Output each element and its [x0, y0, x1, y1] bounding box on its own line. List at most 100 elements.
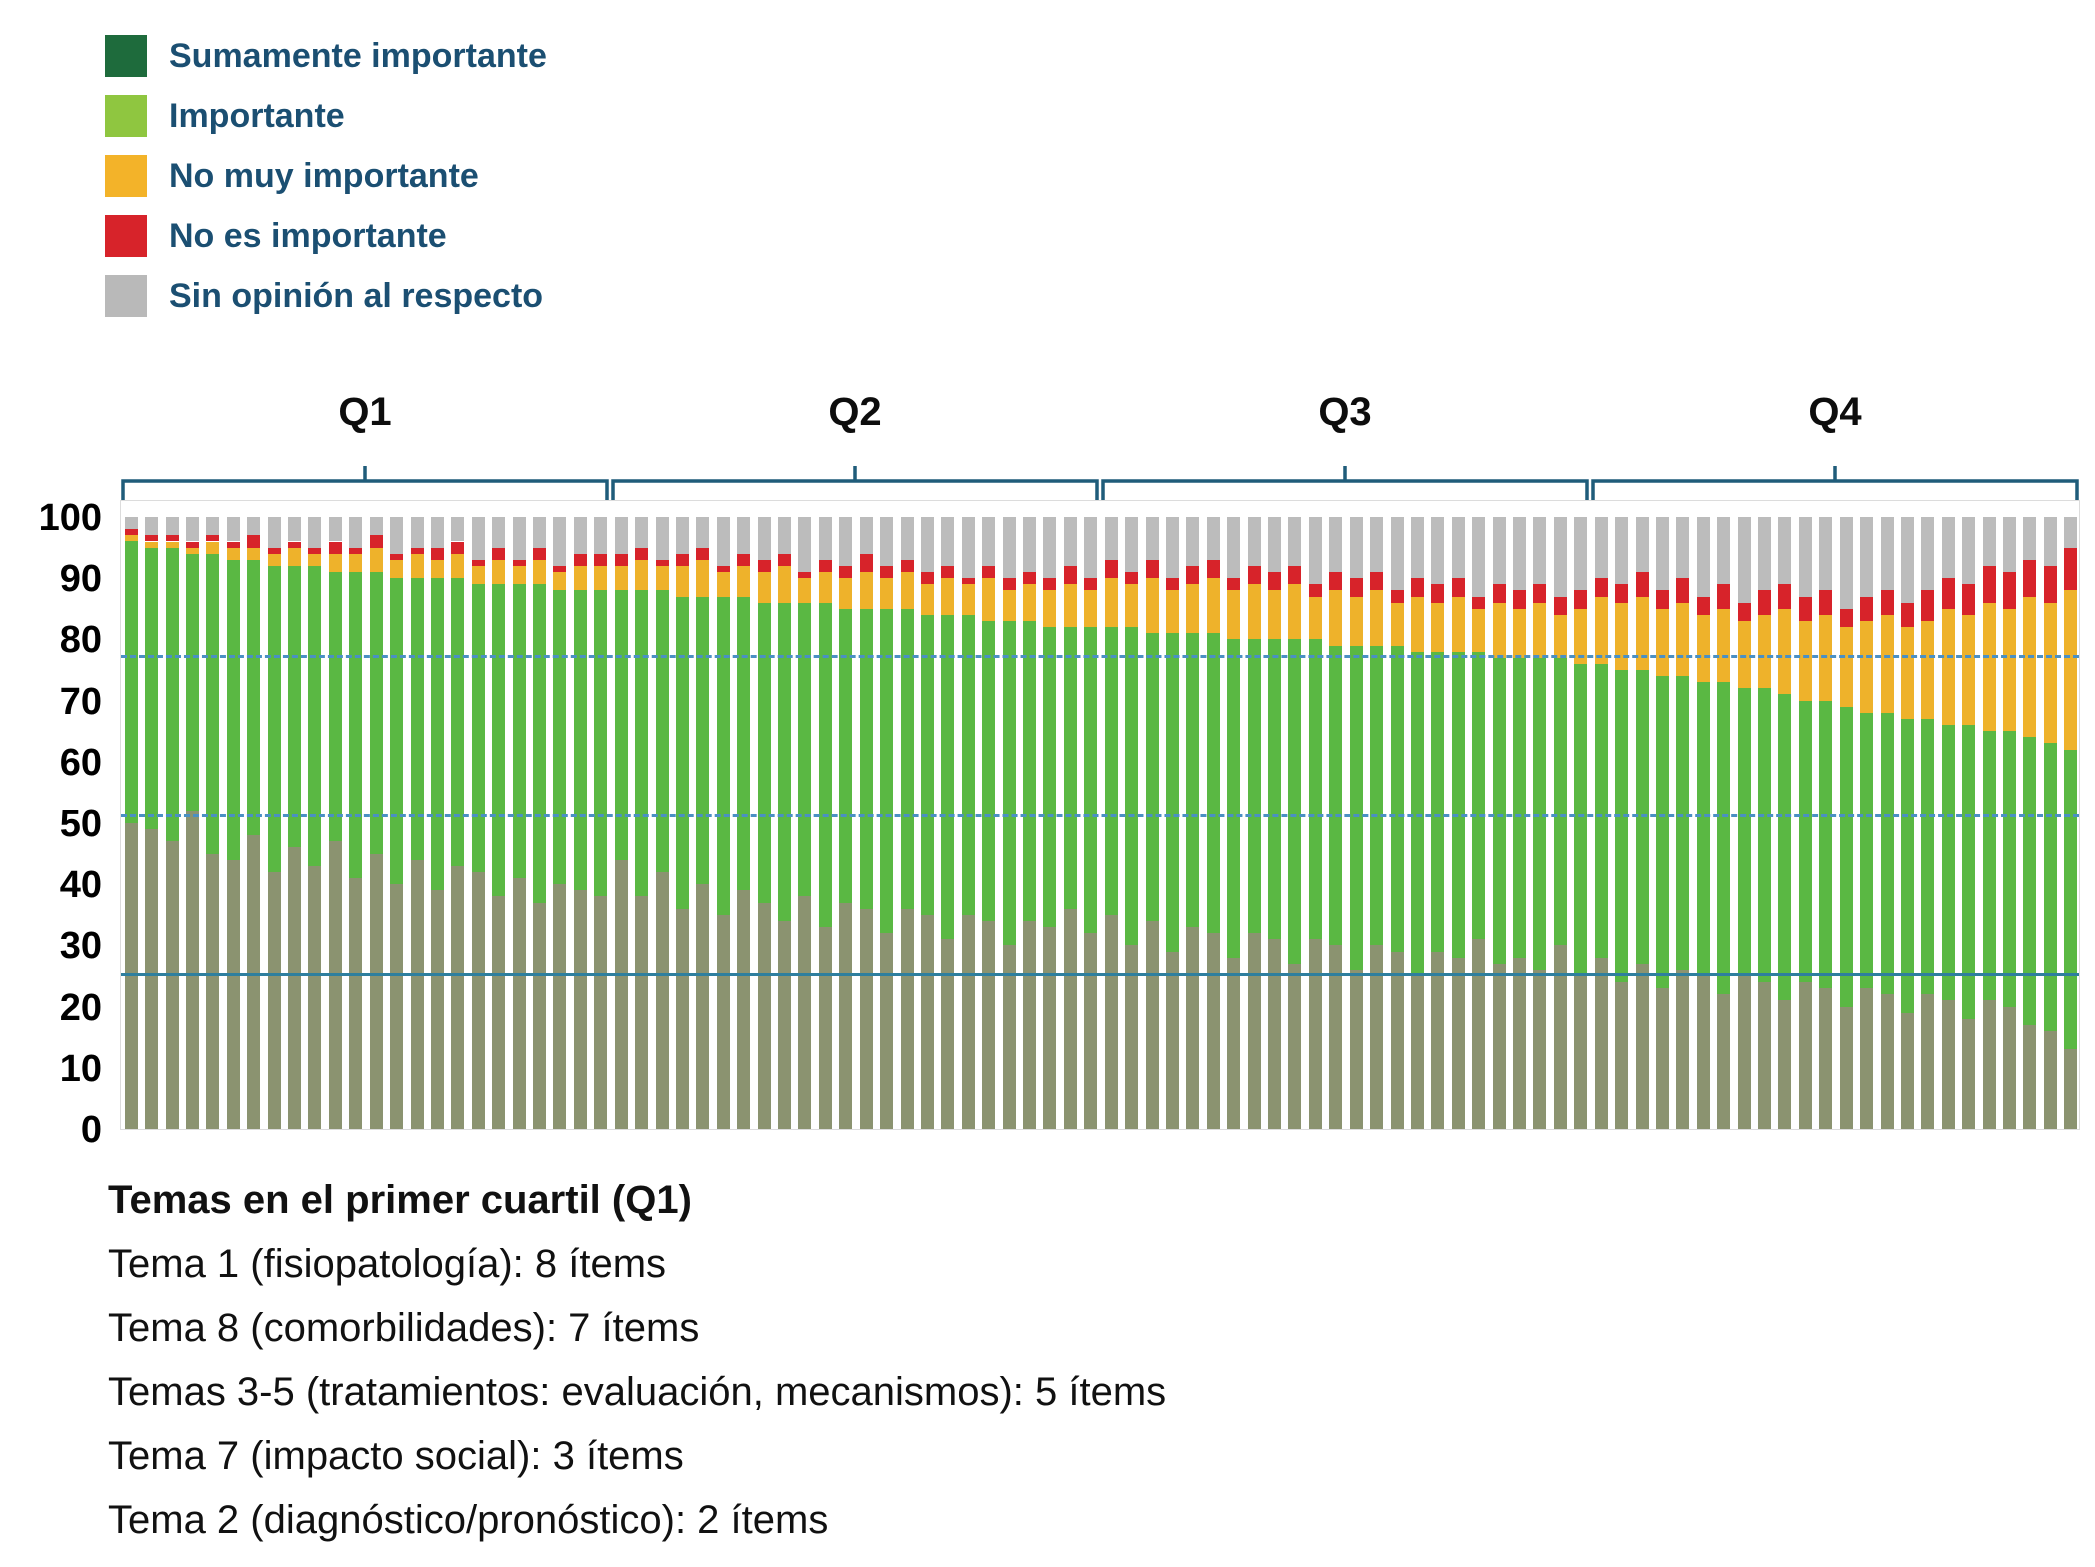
bar-segment-importante	[1635, 670, 1649, 964]
bar-segment-sin_opinion	[1635, 517, 1649, 573]
bar-segment-no_muy_importante	[410, 553, 424, 579]
bar-segment-sumamente_importante	[675, 908, 689, 1129]
bar-segment-sin_opinion	[696, 517, 710, 548]
bar-segment-sin_opinion	[1268, 517, 1282, 573]
bar-segment-importante	[206, 553, 220, 854]
bar-segment-no_muy_importante	[2003, 608, 2017, 732]
bar-segment-no_es_importante	[288, 541, 302, 548]
bar-segment-no_muy_importante	[1758, 614, 1772, 689]
bar-segment-sin_opinion	[1839, 517, 1853, 609]
bar-segment-sin_opinion	[430, 517, 444, 548]
y-tick-label: 90	[59, 558, 102, 601]
bar-segment-no_muy_importante	[716, 572, 730, 597]
bar-segment-sin_opinion	[2003, 517, 2017, 573]
reference-line	[121, 813, 2079, 817]
bar-segment-no_muy_importante	[1206, 578, 1220, 634]
bar-segment-no_es_importante	[1186, 565, 1200, 585]
bar-segment-sin_opinion	[1574, 517, 1588, 591]
bar-segment-importante	[328, 572, 342, 842]
bar	[778, 501, 792, 1129]
bar-segment-sin_opinion	[1758, 517, 1772, 591]
bar	[1165, 501, 1179, 1129]
bar	[614, 501, 628, 1129]
bar-segment-importante	[1758, 688, 1772, 983]
bar-segment-sumamente_importante	[920, 914, 934, 1129]
bar-segment-no_es_importante	[1900, 602, 1914, 628]
bar-segment-importante	[1390, 645, 1404, 952]
bar-segment-no_es_importante	[1655, 590, 1669, 609]
bar-segment-sin_opinion	[185, 517, 199, 542]
bar-segment-no_muy_importante	[635, 559, 649, 591]
bar-segment-no_muy_importante	[226, 547, 240, 560]
bar	[1390, 501, 1404, 1129]
bar	[1717, 501, 1731, 1129]
bar-segment-importante	[1533, 657, 1547, 970]
bar-segment-sin_opinion	[1329, 517, 1343, 573]
bar-segment-no_es_importante	[880, 565, 894, 579]
bar-segment-no_muy_importante	[1921, 621, 1935, 719]
bar-segment-importante	[2003, 731, 2017, 1007]
bar	[1941, 501, 1955, 1129]
bar-segment-no_muy_importante	[2043, 602, 2057, 744]
bar-segment-importante	[880, 608, 894, 934]
y-tick-label: 50	[59, 803, 102, 845]
bar-segment-sumamente_importante	[1288, 963, 1302, 1129]
bar-segment-no_muy_importante	[451, 553, 465, 579]
bar-segment-sin_opinion	[941, 517, 955, 566]
bar-segment-sin_opinion	[655, 517, 669, 560]
bar-segment-sin_opinion	[818, 517, 832, 560]
bar-segment-sumamente_importante	[1349, 969, 1363, 1129]
bar-segment-sin_opinion	[308, 517, 322, 548]
bar-segment-no_muy_importante	[512, 565, 526, 585]
bar-segment-sumamente_importante	[1165, 951, 1179, 1129]
bar-segment-sumamente_importante	[492, 896, 506, 1129]
bar-segment-sin_opinion	[594, 517, 608, 554]
bar-segment-importante	[1186, 633, 1200, 928]
bar-segment-importante	[410, 578, 424, 860]
bar-segment-no_es_importante	[369, 535, 383, 548]
bar	[1839, 501, 1853, 1129]
bar	[1023, 501, 1037, 1129]
bar-segment-no_muy_importante	[1594, 596, 1608, 664]
bar-segment-no_es_importante	[1574, 590, 1588, 609]
bar-segment-sumamente_importante	[1492, 963, 1506, 1129]
bar-segment-no_muy_importante	[1431, 602, 1445, 652]
bar-segment-sumamente_importante	[1900, 1012, 1914, 1129]
bar-segment-sumamente_importante	[1635, 963, 1649, 1129]
bar-segment-no_es_importante	[165, 535, 179, 542]
bar-segment-sin_opinion	[839, 517, 853, 566]
bar-segment-importante	[512, 584, 526, 879]
bar-segment-sumamente_importante	[1084, 933, 1098, 1129]
bar-segment-importante	[757, 602, 771, 903]
bar-segment-sin_opinion	[1002, 517, 1016, 579]
quartile-group: Q4	[1590, 386, 2080, 506]
y-tick-label: 70	[59, 680, 102, 723]
bar	[512, 501, 526, 1129]
bar	[1268, 501, 1282, 1129]
quartile-label: Q2	[828, 390, 882, 434]
bar-segment-no_muy_importante	[430, 559, 444, 579]
bar-segment-no_es_importante	[1717, 584, 1731, 609]
bar-segment-importante	[1472, 651, 1486, 940]
bar-segment-sumamente_importante	[1002, 945, 1016, 1129]
bar-segment-sumamente_importante	[1451, 957, 1465, 1129]
bar-segment-importante	[818, 602, 832, 928]
bar-segment-no_es_importante	[1962, 584, 1976, 615]
bar-segment-sumamente_importante	[390, 884, 404, 1129]
bar	[1696, 501, 1710, 1129]
bar-segment-sin_opinion	[1247, 517, 1261, 566]
bar-segment-sumamente_importante	[1778, 1000, 1792, 1129]
bar	[1574, 501, 1588, 1129]
bar-segment-importante	[1023, 621, 1037, 921]
legend-label: Sin opinión al respecto	[169, 276, 544, 315]
bar	[655, 501, 669, 1129]
bar-segment-sin_opinion	[859, 517, 873, 554]
bar-segment-importante	[1002, 621, 1016, 946]
bar	[1492, 501, 1506, 1129]
bar-segment-sin_opinion	[1676, 517, 1690, 579]
bar-segment-importante	[655, 590, 669, 872]
bar-segment-no_es_importante	[2023, 559, 2037, 597]
bar-segment-sin_opinion	[635, 517, 649, 548]
bar	[410, 501, 424, 1129]
bar-segment-no_muy_importante	[1308, 596, 1322, 640]
